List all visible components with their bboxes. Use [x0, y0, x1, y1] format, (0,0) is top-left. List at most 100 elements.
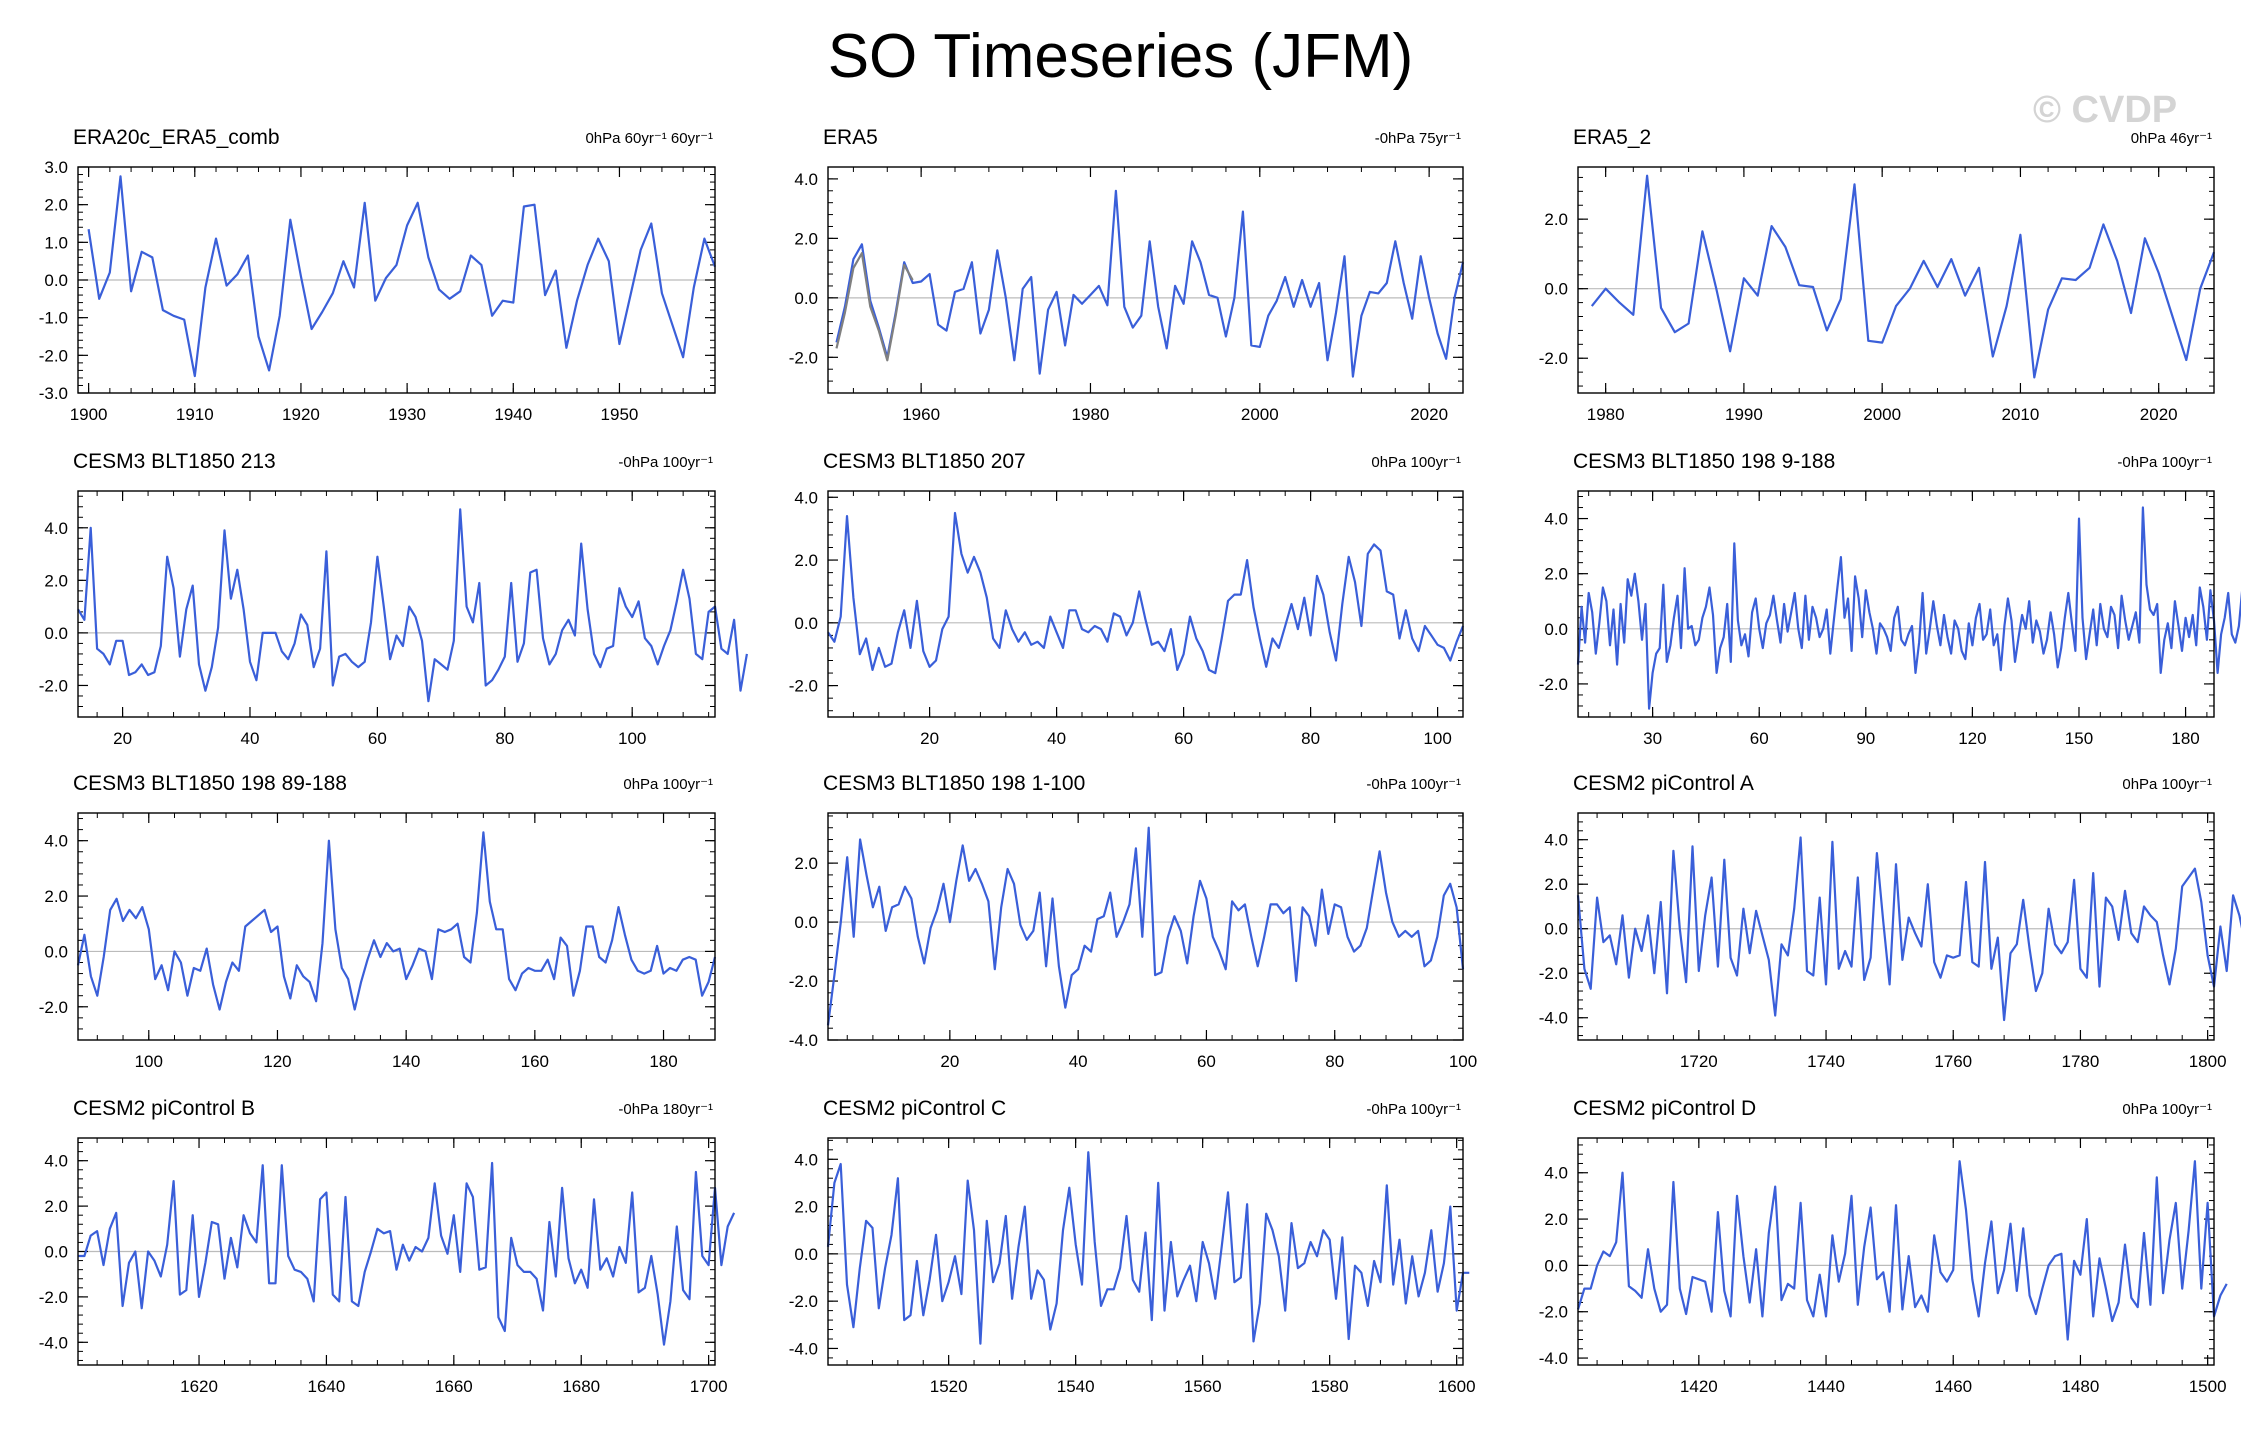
x-tick-label: 1460: [1934, 1377, 1972, 1396]
panel-frame: [1577, 1137, 2215, 1366]
x-tick-label: 150: [2065, 729, 2093, 748]
y-tick-label: -4.0: [39, 1333, 68, 1352]
panel-frame: [77, 1137, 716, 1366]
y-tick-label: -2.0: [1539, 349, 1568, 368]
y-tick-label: 0.0: [44, 271, 68, 290]
series-line: [78, 1161, 736, 1346]
x-tick-label: 1900: [70, 405, 108, 424]
x-tick-label: 1600: [1438, 1377, 1476, 1396]
x-tick-label: 2000: [1863, 405, 1901, 424]
y-tick-label: 0.0: [1544, 280, 1568, 299]
panel-5: CESM3 BLT1850 207 0hPa 100yr⁻¹ -2.0 0.0 2.0 4…: [789, 450, 1465, 748]
x-tick-label: 80: [1325, 1052, 1344, 1071]
x-tick-label: 180: [2171, 729, 2199, 748]
x-tick-label: 1700: [690, 1377, 728, 1396]
panel-title: ERA20c_ERA5_comb: [73, 126, 280, 149]
x-tick-label: 1740: [1807, 1052, 1845, 1071]
y-tick-label: 2.0: [794, 854, 818, 873]
panel-1: ERA20c_ERA5_comb 0hPa 60yr⁻¹ 60yr⁻¹ -3.0 -2…: [39, 126, 717, 424]
series-line: [827, 511, 1465, 675]
y-tick-label: -2.0: [39, 346, 68, 365]
y-tick-label: 0.0: [44, 624, 68, 643]
x-tick-label: 90: [1856, 729, 1875, 748]
x-tick-label: 2020: [1410, 405, 1448, 424]
x-tick-label: 160: [521, 1052, 549, 1071]
panel-title: ERA5: [823, 126, 878, 149]
y-tick-label: -4.0: [789, 1031, 818, 1050]
panel-title: CESM3 BLT1850 198 9-188: [1573, 450, 1835, 473]
panel-title: CESM3 BLT1850 207: [823, 450, 1026, 473]
x-tick-label: 1660: [435, 1377, 473, 1396]
x-tick-label: 60: [1174, 729, 1193, 748]
y-tick-label: 4.0: [44, 1152, 68, 1171]
x-tick-label: 20: [940, 1052, 959, 1071]
panel-subtitle: 0hPa 46yr⁻¹: [2131, 130, 2212, 147]
panel-frame: [827, 490, 1464, 718]
panel-11: CESM2 piControl C -0hPa 100yr⁻¹ -4.0 -2.0 0.…: [789, 1097, 1476, 1396]
y-tick-label: 0.0: [794, 614, 818, 633]
x-tick-label: 1540: [1057, 1377, 1095, 1396]
x-tick-label: 100: [1423, 729, 1451, 748]
x-tick-label: 100: [1449, 1052, 1477, 1071]
y-tick-label: -2.0: [1539, 1303, 1568, 1322]
x-tick-label: 1640: [308, 1377, 346, 1396]
y-tick-label: -2.0: [1539, 964, 1568, 983]
y-tick-label: 2.0: [44, 196, 68, 215]
x-tick-label: 1720: [1680, 1052, 1718, 1071]
series-line: [1590, 174, 2216, 379]
y-tick-label: 0.0: [794, 1245, 818, 1264]
panel-title: CESM2 piControl C: [823, 1097, 1006, 1120]
y-tick-label: 3.0: [44, 158, 68, 177]
x-tick-label: 20: [920, 729, 939, 748]
panel-12: CESM2 piControl D 0hPa 100yr⁻¹ -4.0 -2.0 0.0…: [1539, 1097, 2228, 1396]
x-tick-label: 1920: [282, 405, 320, 424]
y-tick-label: 0.0: [794, 289, 818, 308]
panel-title: CESM3 BLT1850 213: [73, 450, 276, 473]
y-tick-label: -2.0: [1539, 675, 1568, 694]
series-line: [835, 189, 1465, 378]
y-tick-label: 2.0: [794, 229, 818, 248]
x-tick-label: 1560: [1184, 1377, 1222, 1396]
y-tick-label: 2.0: [44, 571, 68, 590]
x-tick-label: 1680: [562, 1377, 600, 1396]
x-tick-label: 1420: [1680, 1377, 1718, 1396]
y-tick-label: 0.0: [1544, 620, 1568, 639]
x-tick-label: 40: [1069, 1052, 1088, 1071]
y-tick-label: 0.0: [794, 913, 818, 932]
series-line: [826, 1151, 1470, 1345]
x-tick-label: 2000: [1241, 405, 1279, 424]
x-tick-label: 20: [113, 729, 132, 748]
y-tick-label: -2.0: [789, 1292, 818, 1311]
panel-8: CESM3 BLT1850 198 1-100 -0hPa 100yr⁻¹ -4.0…: [789, 772, 1477, 1071]
x-tick-label: 120: [263, 1052, 291, 1071]
panel-subtitle: 0hPa 100yr⁻¹: [623, 776, 713, 793]
x-tick-label: 1990: [1725, 405, 1763, 424]
panel-9: CESM2 piControl A 0hPa 100yr⁻¹ -4.0 -2.0 0.0…: [1539, 772, 2241, 1071]
x-tick-label: 100: [135, 1052, 163, 1071]
cvdp-watermark: © CVDP: [2033, 89, 2178, 131]
x-tick-label: 60: [1197, 1052, 1216, 1071]
x-tick-label: 1620: [180, 1377, 218, 1396]
panel-frame: [1577, 812, 2215, 1041]
y-tick-label: -4.0: [789, 1339, 818, 1358]
y-tick-label: -2.0: [789, 348, 818, 367]
panel-title: CESM2 piControl B: [73, 1097, 255, 1120]
x-tick-label: 1580: [1311, 1377, 1349, 1396]
x-tick-label: 1950: [601, 405, 639, 424]
x-tick-label: 40: [1047, 729, 1066, 748]
series-line: [1576, 836, 2241, 1022]
series-line: [826, 826, 1465, 1026]
y-tick-label: -2.0: [789, 677, 818, 696]
panel-subtitle: -0hPa 75yr⁻¹: [1375, 130, 1461, 147]
x-tick-label: 2010: [2002, 405, 2040, 424]
panel-title: CESM3 BLT1850 198 1-100: [823, 772, 1085, 795]
panel-subtitle: -0hPa 100yr⁻¹: [1366, 776, 1461, 793]
series-line: [77, 508, 748, 703]
y-tick-label: 2.0: [44, 1197, 68, 1216]
panel-subtitle: -0hPa 180yr⁻¹: [618, 1101, 713, 1118]
x-tick-label: 1980: [1072, 405, 1110, 424]
overlay-series-line: [835, 252, 914, 362]
panel-title: CESM3 BLT1850 198 89-188: [73, 772, 347, 795]
panel-3: ERA5_2 0hPa 46yr⁻¹ -2.0 0.0 2.0 1980 1990 2000 2…: [1539, 126, 2216, 424]
